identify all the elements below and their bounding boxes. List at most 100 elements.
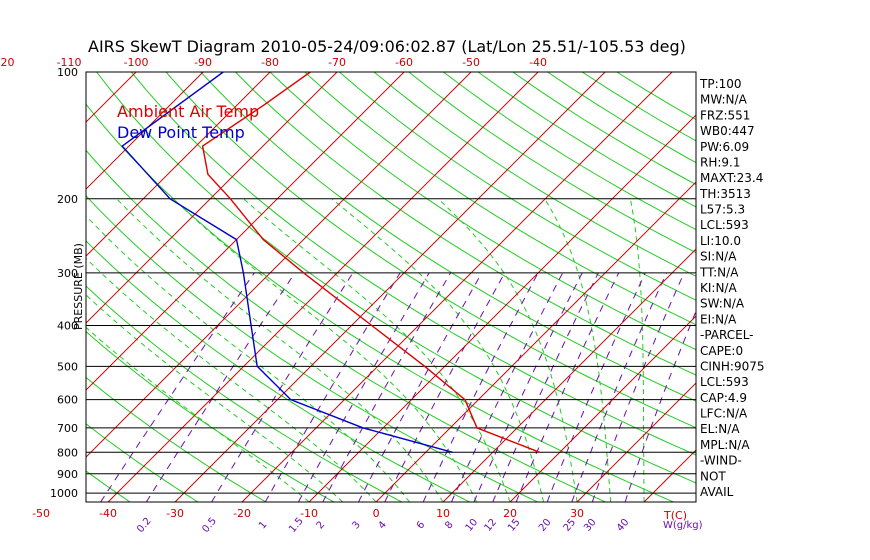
index-item: L57:5.3: [700, 203, 745, 217]
mixing-ratio-line: [297, 272, 430, 502]
index-item: MAXT:23.4: [700, 171, 763, 185]
index-item: PW:6.09: [700, 140, 749, 154]
dewpoint-profile: [121, 72, 453, 453]
dry-adiabat: [86, 330, 335, 502]
pressure-tick-label: 400: [57, 320, 78, 333]
mixing-ratio-tick-label: 40: [615, 517, 632, 534]
index-item: TH:3513: [699, 187, 751, 201]
isotherm: [86, 72, 472, 458]
mixing-ratio-line: [384, 272, 506, 502]
mixing-ratio-line: [571, 272, 667, 502]
index-item: LI:10.0: [700, 234, 741, 248]
mixing-ratio-tick-label: 3: [350, 519, 363, 531]
mixing-ratio-line: [211, 272, 354, 502]
mixing-ratio-line: [422, 272, 539, 502]
index-item: EI:N/A: [700, 312, 737, 326]
top-temp-tick-label: -110: [57, 56, 82, 69]
index-item: LCL:593: [700, 218, 749, 232]
mixing-ratio-tick-label: 8: [443, 519, 456, 531]
pressure-tick-label: 500: [57, 360, 78, 373]
index-item: CAPE:0: [700, 344, 743, 358]
moist-adiabat: [629, 198, 645, 502]
plot-frame: [85, 71, 697, 503]
dry-adiabat: [96, 72, 696, 484]
mixing-ratio-tick-label: 2: [315, 519, 328, 531]
dry-adiabat: [86, 240, 470, 502]
index-item: KI:N/A: [700, 281, 737, 295]
index-item: RH:9.1: [700, 156, 741, 170]
mixing-ratio-tick-label: 20: [537, 517, 554, 534]
moist-adiabat: [172, 198, 478, 502]
moist-adiabat: [331, 198, 545, 502]
mixing-ratio-line: [264, 272, 401, 502]
bottom-temp-tick-label: -30: [166, 507, 184, 520]
moist-adiabat: [544, 198, 612, 502]
bottom-temp-tick-label: 20: [503, 507, 517, 520]
isotherm: [778, 72, 870, 502]
isotherm: [576, 382, 696, 502]
mixing-ratio-tick-label: 12: [482, 517, 499, 534]
mixing-ratio-unit-label: W(g/kg): [663, 520, 703, 531]
isotherm: [174, 72, 606, 502]
index-item: SW:N/A: [700, 297, 745, 311]
moist-adiabat: [116, 198, 444, 502]
mixing-ratio-line: [450, 272, 564, 502]
index-item: LFC:N/A: [700, 407, 748, 421]
y-axis-label: PRESSURE (MB): [72, 243, 85, 330]
index-item: CINH:9075: [700, 360, 765, 374]
moist-adiabat: [86, 326, 310, 502]
mixing-ratio-line: [473, 272, 583, 502]
dry-adiabat: [86, 470, 131, 502]
pressure-tick-label: 300: [57, 267, 78, 280]
isotherm: [86, 72, 137, 123]
bottom-temp-tick-label: 0: [373, 507, 380, 520]
mixing-ratio-tick-label: 6: [415, 519, 428, 531]
isotherm: [442, 248, 696, 502]
isotherm: [643, 449, 696, 502]
mixing-ratio-line: [100, 272, 255, 502]
bottom-temp-tick-label: 10: [436, 507, 450, 520]
dry-adiabat: [165, 72, 696, 429]
index-item: WB0:447: [700, 124, 755, 138]
pressure-tick-label: 700: [57, 422, 78, 435]
isotherm: [86, 72, 338, 324]
isotherm: [308, 114, 696, 502]
legend-dewpoint: Dew Point Temp: [117, 123, 245, 142]
top-temp-tick-label: -60: [395, 56, 413, 69]
dry-adiabat: [339, 72, 696, 301]
index-item: TT:N/A: [699, 265, 739, 279]
mixing-ratio-tick-label: 10: [464, 517, 481, 534]
top-temp-tick-label: -80: [261, 56, 279, 69]
mixing-ratio-tick-label: 30: [582, 517, 599, 534]
pressure-tick-label: 1000: [50, 487, 78, 500]
dry-adiabat: [373, 72, 696, 277]
pressure-tick-label: 600: [57, 394, 78, 407]
dry-adiabat: [130, 72, 696, 456]
mixing-ratio-tick-label: 0.5: [200, 516, 219, 535]
isotherm: [86, 72, 271, 257]
temperature-profile: [201, 72, 540, 453]
isotherm: [509, 315, 696, 502]
moist-adiabat: [86, 257, 377, 502]
index-item: -WIND-: [700, 454, 742, 468]
index-item: NOT: [700, 469, 726, 483]
isotherm: [0, 72, 69, 502]
isotherm: [86, 72, 405, 391]
moist-adiabat: [243, 198, 511, 502]
pressure-tick-label: 900: [57, 468, 78, 481]
index-item: MPL:N/A: [700, 438, 750, 452]
index-item: -PARCEL-: [700, 328, 754, 342]
dry-adiabat: [408, 72, 696, 254]
mixing-ratio-line: [492, 272, 599, 502]
pressure-tick-label: 800: [57, 446, 78, 459]
index-item: LCL:593: [700, 375, 749, 389]
top-temp-tick-label: -50: [462, 56, 480, 69]
index-item: MW:N/A: [700, 93, 748, 107]
dry-adiabat: [86, 423, 199, 502]
mixing-ratio-tick-label: 1: [257, 519, 270, 531]
dry-adiabat: [269, 72, 696, 351]
bottom-temp-tick-label: -10: [300, 507, 318, 520]
isotherm: [241, 72, 673, 502]
top-temp-tick-label: -90: [194, 56, 212, 69]
